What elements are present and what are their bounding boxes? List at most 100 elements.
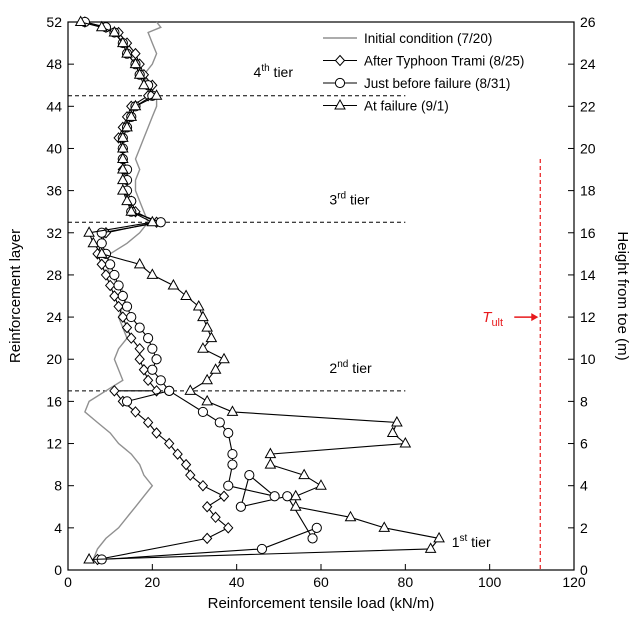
data-point <box>116 131 129 142</box>
tier-label: 4th tier <box>254 63 294 80</box>
data-point <box>96 227 107 238</box>
data-point <box>192 300 205 311</box>
data-point <box>113 280 124 291</box>
series-line <box>84 21 162 560</box>
y2-tick-label: 2 <box>580 520 588 536</box>
data-point <box>134 342 145 355</box>
data-point <box>121 396 133 407</box>
data-point <box>146 215 159 227</box>
data-point <box>201 321 213 332</box>
data-point <box>307 533 318 544</box>
y-tick-label: 4 <box>54 520 62 536</box>
data-point <box>129 57 142 69</box>
data-point <box>197 310 209 322</box>
legend-label: Initial condition (7/20) <box>364 31 492 46</box>
data-point <box>201 501 213 513</box>
data-point <box>155 375 166 386</box>
data-point <box>121 301 133 312</box>
data-point <box>109 385 120 397</box>
x-tick-label: 0 <box>64 574 72 590</box>
data-point <box>121 194 133 206</box>
data-point <box>95 20 108 32</box>
x-tick-label: 60 <box>313 574 329 590</box>
series-4 <box>74 15 445 564</box>
y2-tick-label: 16 <box>580 225 596 241</box>
data-point <box>116 36 129 48</box>
x-tick-label: 40 <box>229 574 245 590</box>
data-point <box>184 384 197 395</box>
data-point <box>116 163 129 174</box>
data-point <box>125 110 138 121</box>
y2-tick-label: 8 <box>580 393 588 409</box>
data-point <box>155 217 166 228</box>
data-point <box>172 448 183 460</box>
data-point <box>116 173 129 185</box>
y-tick-label: 28 <box>46 267 62 283</box>
y-tick-label: 24 <box>46 309 62 325</box>
data-point <box>399 437 412 448</box>
data-point <box>311 522 322 533</box>
x-tick-label: 80 <box>398 574 414 590</box>
data-point <box>164 385 175 396</box>
data-point <box>95 247 108 258</box>
data-point <box>83 552 95 564</box>
data-point <box>344 510 357 522</box>
data-point <box>147 364 158 375</box>
data-point <box>116 184 129 195</box>
data-point <box>167 278 180 290</box>
y2-tick-label: 20 <box>580 140 596 156</box>
data-point <box>218 352 230 364</box>
x-axis-title: Reinforcement tensile load (kN/m) <box>208 595 435 612</box>
data-point <box>150 89 163 100</box>
y2-tick-label: 18 <box>580 183 596 199</box>
data-point <box>125 205 138 216</box>
data-point <box>433 531 445 543</box>
data-point <box>147 343 158 354</box>
data-point <box>126 332 137 344</box>
data-point <box>235 501 246 512</box>
data-point <box>121 120 133 132</box>
data-point <box>133 68 146 79</box>
data-point <box>391 415 403 427</box>
data-point <box>142 374 154 387</box>
y2-tick-label: 10 <box>580 351 596 367</box>
data-point <box>244 470 255 481</box>
tier-label: 1st tier <box>452 533 491 550</box>
tier-label: 3rd tier <box>329 190 369 207</box>
data-point <box>104 279 116 292</box>
data-point <box>209 363 222 374</box>
data-point <box>227 448 238 460</box>
data-point <box>126 311 137 323</box>
x-tick-label: 20 <box>145 574 161 590</box>
data-point <box>269 491 280 502</box>
data-point <box>227 459 238 470</box>
data-point <box>117 311 128 323</box>
data-point <box>205 331 218 343</box>
y-tick-label: 36 <box>46 183 62 199</box>
y-tick-label: 20 <box>46 351 62 367</box>
data-point <box>223 522 234 534</box>
data-point <box>218 490 230 502</box>
data-point <box>185 469 196 481</box>
data-point <box>109 290 120 302</box>
data-point <box>223 427 234 439</box>
data-point <box>113 300 124 313</box>
data-point <box>129 99 142 111</box>
series-3 <box>79 16 322 565</box>
legend-marker <box>334 77 346 89</box>
data-point <box>130 406 141 418</box>
y2-tick-label: 14 <box>580 267 596 283</box>
data-point <box>105 259 116 270</box>
y2-tick-label: 0 <box>580 562 588 578</box>
data-point <box>264 458 277 469</box>
data-point <box>83 226 95 237</box>
y-tick-label: 8 <box>54 478 62 494</box>
data-point <box>138 78 150 90</box>
data-point <box>226 405 239 416</box>
y2-tick-label: 12 <box>580 309 596 325</box>
y-tick-label: 40 <box>46 140 62 156</box>
data-point <box>289 489 302 501</box>
data-point <box>96 258 107 271</box>
